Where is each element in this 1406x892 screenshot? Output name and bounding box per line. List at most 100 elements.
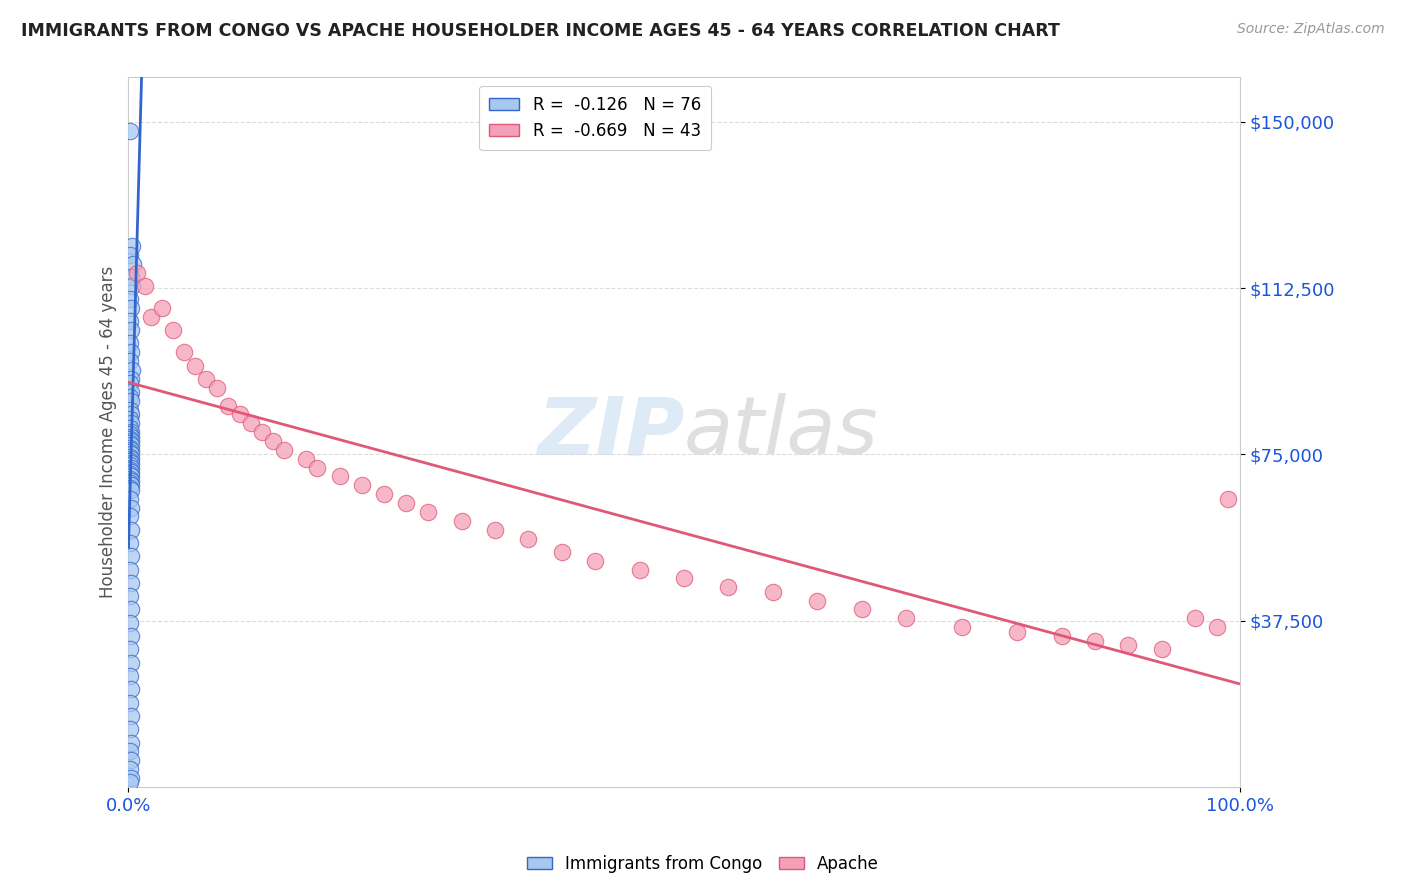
Point: [118, 476, 141, 491]
Point: [762, 584, 785, 599]
Legend: R =  -0.126   N = 76, R =  -0.669   N = 43: R = -0.126 N = 76, R = -0.669 N = 43: [479, 86, 711, 150]
Point: [120, 394, 142, 409]
Text: IMMIGRANTS FROM CONGO VS APACHE HOUSEHOLDER INCOME AGES 45 - 64 YEARS CORRELATIO: IMMIGRANTS FROM CONGO VS APACHE HOUSEHOL…: [21, 22, 1060, 40]
Point: [672, 571, 695, 585]
Point: [950, 620, 973, 634]
Point: [228, 408, 250, 422]
Point: [120, 456, 142, 470]
Point: [120, 483, 142, 497]
Point: [628, 563, 651, 577]
Point: [217, 399, 239, 413]
Point: [118, 123, 141, 137]
Point: [120, 575, 142, 590]
Point: [120, 301, 142, 315]
Point: [120, 372, 142, 386]
Point: [118, 472, 141, 486]
Point: [851, 602, 873, 616]
Point: [120, 474, 142, 488]
Point: [484, 523, 506, 537]
Point: [118, 775, 141, 789]
Point: [329, 469, 352, 483]
Point: [551, 545, 574, 559]
Point: [717, 580, 740, 594]
Point: [1218, 491, 1240, 506]
Point: [120, 451, 142, 466]
Point: [806, 593, 828, 607]
Point: [120, 385, 142, 400]
Point: [120, 771, 142, 785]
Point: [120, 753, 142, 767]
Point: [1184, 611, 1206, 625]
Point: [120, 323, 142, 337]
Point: [150, 301, 173, 315]
Point: [118, 390, 141, 404]
Point: [120, 469, 142, 483]
Point: [273, 442, 295, 457]
Point: [118, 427, 141, 442]
Point: [1118, 638, 1140, 652]
Point: [239, 417, 262, 431]
Point: [373, 487, 395, 501]
Point: [120, 425, 142, 439]
Point: [118, 509, 141, 524]
Point: [118, 463, 141, 477]
Point: [118, 458, 141, 473]
Point: [120, 709, 142, 723]
Point: [583, 554, 606, 568]
Point: [295, 451, 318, 466]
Point: [195, 372, 218, 386]
Point: [122, 257, 145, 271]
Point: [134, 278, 156, 293]
Point: [250, 425, 273, 439]
Point: [118, 696, 141, 710]
Point: [120, 442, 142, 457]
Point: [118, 563, 141, 577]
Point: [118, 642, 141, 657]
Point: [350, 478, 373, 492]
Point: [120, 735, 142, 749]
Point: [120, 465, 142, 479]
Point: [1050, 629, 1073, 643]
Point: [118, 615, 141, 630]
Point: [118, 669, 141, 683]
Point: [120, 408, 142, 422]
Point: [1084, 633, 1107, 648]
Point: [118, 450, 141, 464]
Point: [896, 611, 918, 625]
Point: [118, 314, 141, 328]
Point: [1150, 642, 1173, 657]
Point: [118, 589, 141, 603]
Point: [262, 434, 284, 448]
Point: [118, 292, 141, 306]
Point: [120, 478, 142, 492]
Point: [1206, 620, 1229, 634]
Point: [118, 445, 141, 459]
Point: [118, 744, 141, 758]
Text: Source: ZipAtlas.com: Source: ZipAtlas.com: [1237, 22, 1385, 37]
Point: [118, 432, 141, 446]
Point: [120, 417, 142, 431]
Point: [395, 496, 418, 510]
Point: [120, 447, 142, 461]
Text: atlas: atlas: [683, 393, 879, 471]
Point: [120, 434, 142, 448]
Y-axis label: Householder Income Ages 45 - 64 years: Householder Income Ages 45 - 64 years: [100, 266, 117, 599]
Text: ZIP: ZIP: [537, 393, 683, 471]
Point: [120, 629, 142, 643]
Point: [450, 514, 472, 528]
Point: [120, 523, 142, 537]
Point: [162, 323, 184, 337]
Point: [118, 722, 141, 736]
Point: [207, 381, 229, 395]
Point: [118, 762, 141, 776]
Point: [517, 532, 540, 546]
Point: [118, 354, 141, 368]
Point: [118, 403, 141, 417]
Point: [118, 467, 141, 482]
Point: [118, 336, 141, 351]
Point: [127, 266, 149, 280]
Point: [120, 500, 142, 515]
Point: [118, 454, 141, 468]
Point: [118, 420, 141, 434]
Legend: Immigrants from Congo, Apache: Immigrants from Congo, Apache: [520, 848, 886, 880]
